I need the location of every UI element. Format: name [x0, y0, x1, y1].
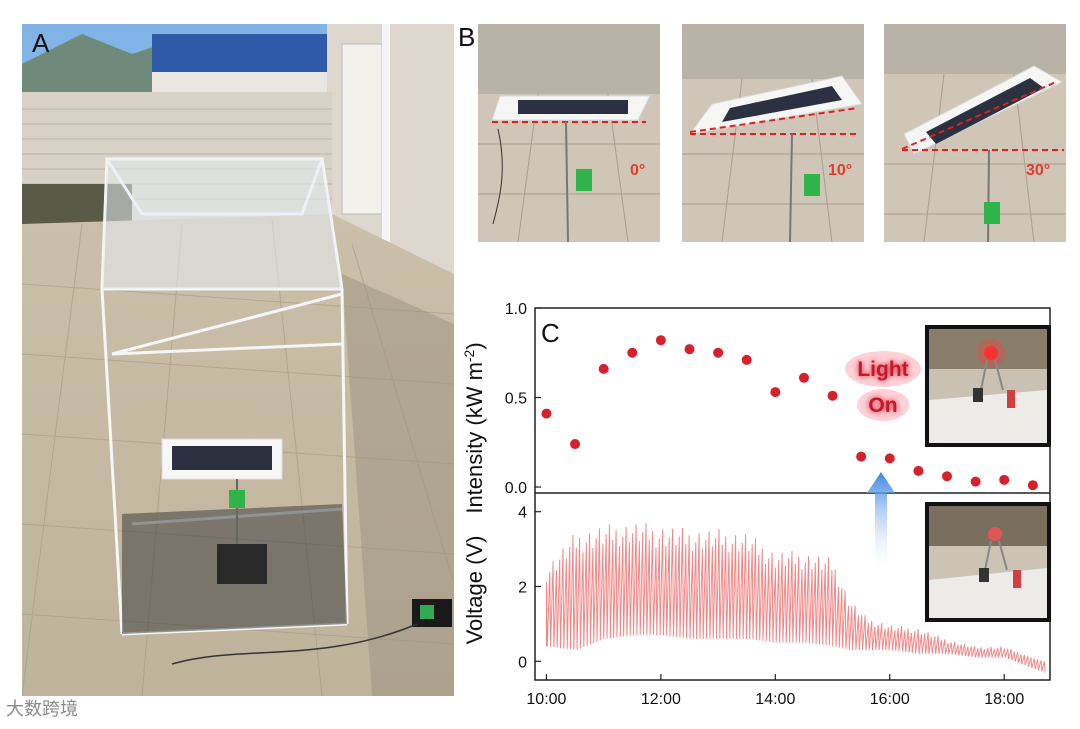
- tilt-photo-30: [884, 24, 1066, 242]
- intensity-point: [570, 439, 581, 450]
- y-label-intensity: Intensity (kW m-2): [461, 342, 487, 513]
- intensity-point: [541, 408, 552, 419]
- x-tick-label: 14:00: [755, 691, 795, 708]
- intensity-point: [598, 363, 609, 374]
- intensity-point: [827, 390, 838, 401]
- intensity-point: [999, 474, 1010, 485]
- x-tick-label: 16:00: [870, 691, 910, 708]
- top-y-tick-label: 0.0: [505, 480, 527, 497]
- intensity-point: [741, 354, 752, 365]
- x-tick-label: 12:00: [641, 691, 681, 708]
- y-label-intensity-sup: -2: [461, 349, 477, 362]
- tilt-angle-10: 10°: [828, 162, 853, 179]
- bottom-y-ticks: 0 2 4: [518, 505, 541, 671]
- tilt-scene-30: [884, 24, 1066, 242]
- tilt-scene-10: [682, 24, 864, 242]
- tilt-photo-10: [682, 24, 864, 242]
- inset-light-on: [925, 325, 1051, 447]
- top-y-tick-label: 0.5: [505, 391, 527, 408]
- intensity-point: [970, 476, 981, 487]
- panel-c-chart: C Intensity (kW m-2) Voltage (V) 0.0 0.5 1…: [461, 301, 1051, 708]
- y-label-intensity-tail: ): [462, 342, 487, 349]
- bottom-y-tick-label: 4: [518, 505, 527, 522]
- intensity-point: [798, 372, 809, 383]
- panel-a-photo: [22, 24, 454, 696]
- intensity-point: [942, 471, 952, 482]
- x-tick-label: 18:00: [984, 691, 1024, 708]
- top-y-ticks: 0.0 0.5 1.0: [505, 301, 541, 497]
- panel-b-letter: B: [458, 22, 476, 52]
- bottom-y-tick-label: 0: [518, 654, 527, 671]
- intensity-point: [770, 387, 781, 398]
- intensity-point: [684, 344, 695, 355]
- intensity-points: [541, 335, 1038, 491]
- intensity-point: [627, 347, 638, 358]
- tilt-angle-30: 30°: [1026, 162, 1051, 179]
- panel-a-letter: A: [32, 28, 50, 58]
- tilt-scene-0: [478, 24, 660, 242]
- x-tick-label: 10:00: [526, 691, 566, 708]
- tilt-photo-0: [478, 24, 660, 242]
- panel-a-scene: [22, 24, 454, 696]
- y-label-intensity-text: Intensity (kW m: [462, 362, 487, 514]
- bottom-y-tick-label: 2: [518, 580, 527, 597]
- y-label-voltage: Voltage (V): [462, 536, 487, 645]
- inset-light-off: [925, 502, 1051, 622]
- x-ticks: 10:00 12:00 14:00 16:00 18:00: [526, 674, 1024, 708]
- panel-c-letter: C: [541, 318, 560, 348]
- intensity-point: [655, 335, 666, 346]
- intensity-point: [856, 451, 867, 462]
- watermark: 大数跨境: [6, 699, 78, 720]
- intensity-point: [913, 465, 924, 476]
- voltage-series-line: [545, 523, 1046, 673]
- intensity-point: [713, 347, 724, 358]
- light-on-line1: Light: [857, 358, 908, 381]
- intensity-point: [1027, 480, 1038, 491]
- top-y-tick-label: 1.0: [505, 301, 527, 318]
- intensity-point: [884, 453, 895, 464]
- tilt-angle-0: 0°: [630, 162, 646, 179]
- upward-arrow-icon: [867, 472, 895, 575]
- light-on-line2: On: [868, 394, 897, 417]
